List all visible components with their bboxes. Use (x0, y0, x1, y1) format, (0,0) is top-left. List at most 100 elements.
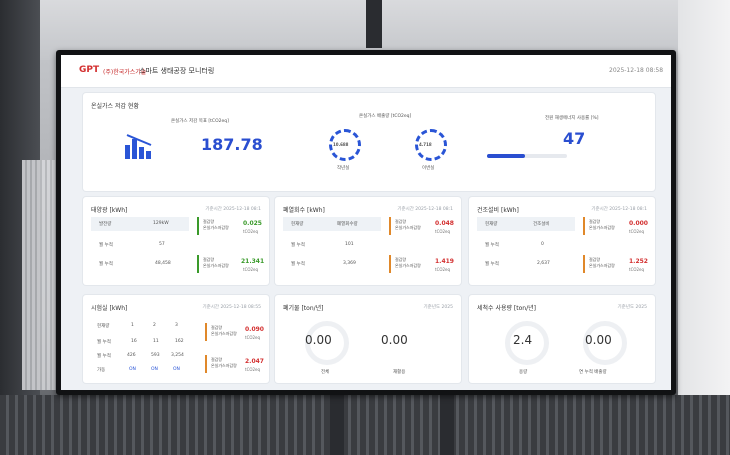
exp-r1-2: 11 (153, 339, 159, 344)
exp-side1-unit: tCO2eq (245, 335, 261, 340)
tv-stand-left (330, 392, 344, 455)
solar-side1-value: 0.025 (243, 220, 262, 227)
water-capacity-ring (505, 321, 549, 365)
solar-divider-2 (197, 255, 199, 273)
facility-side1-unit: tCO2eq (629, 229, 645, 234)
exp-r2-3: 3,254 (171, 353, 184, 358)
solar-panel: 태양광 [kWh] 기준시간 2025-12-18 08:1 발전량 129kW… (83, 197, 269, 285)
tv-stand-right (440, 392, 454, 455)
heat-title: 폐열회수 [kWh] (283, 207, 325, 214)
solar-side1-unit: tCO2eq (243, 229, 259, 234)
page-title: 스마트 생태공장 모니터링 (139, 67, 215, 75)
waste-time: 기준년도 2025 (423, 305, 453, 310)
renew-label: 전원 재생에너지 사용률 [%] (545, 116, 599, 121)
facility-divider-2 (583, 255, 585, 273)
exp-side1-label: 절감량 (211, 325, 223, 330)
exp-col-1: 1 (131, 323, 134, 328)
exp-col-2: 2 (153, 323, 156, 328)
facility-row1-value: 0 (541, 242, 544, 247)
heat-divider-2 (389, 255, 391, 273)
exp-divider-2 (205, 355, 207, 373)
exp-r3-0: 가동 (97, 368, 106, 373)
solar-side2-value: 21.341 (241, 258, 265, 265)
chart-icon (125, 134, 152, 159)
facility-row2-label: 월 누적 (485, 262, 499, 267)
water-title: 세척수 사용량 [ton/년] (477, 305, 536, 312)
exp-col-3: 3 (175, 323, 178, 328)
solar-side1-label: 절감량 (203, 219, 215, 224)
heat-head-value: 폐열회수량 (337, 222, 358, 227)
exp-side2-label: 절감량 (211, 357, 223, 362)
exp-side2-value: 2.047 (245, 358, 264, 365)
heat-divider-1 (389, 217, 391, 235)
exp-r3-3: ON (173, 367, 180, 372)
exp-r1-1: 16 (131, 339, 137, 344)
heat-side2-label: 절감량 (395, 257, 407, 262)
heat-side1-sub: 온실가스저감량 (395, 225, 421, 230)
experiment-panel: 시험실 [kWh] 기준시간 2025-12-18 08:55 현재량 1 2 … (83, 295, 269, 383)
heat-side1-unit: tCO2eq (435, 229, 451, 234)
solar-divider-1 (197, 217, 199, 235)
facility-side2-label: 절감량 (589, 257, 601, 262)
water-discharge-label: 연 누적 배출량 (579, 370, 607, 375)
waste-panel: 폐기물 [ton/년] 기준년도 2025 0.00 전체 0.00 재활용 (275, 295, 461, 383)
solar-side2-sub: 온실가스저감량 (203, 263, 229, 268)
ceiling-mount-pole (366, 0, 382, 48)
heat-row2-value: 3,369 (343, 261, 356, 266)
renew-value: 47 (563, 129, 586, 148)
experiment-title: 시험실 [kWh] (91, 305, 128, 312)
renew-progress-track (487, 154, 567, 158)
solar-time: 기준시간 2025-12-18 08:1 (205, 207, 261, 212)
exp-r2-1: 426 (127, 353, 136, 358)
exp-side1-value: 0.090 (245, 326, 264, 333)
dashboard-header: GPT (주)한국가스기술 스마트 생태공장 모니터링 2025-12-18 0… (61, 55, 671, 88)
experiment-time: 기준시간 2025-12-18 08:55 (202, 305, 261, 310)
solar-side2-unit: tCO2eq (243, 267, 259, 272)
water-capacity-label: 용량 (519, 370, 528, 375)
waste-recycle-label: 재활용 (393, 370, 406, 375)
exp-divider-1 (205, 323, 207, 341)
facility-row1-label: 월 누적 (485, 243, 499, 248)
heat-side2-sub: 온실가스저감량 (395, 263, 421, 268)
renew-progress-fill (487, 154, 525, 158)
last-year-label: 작년실 (337, 166, 350, 171)
facility-table-head (477, 217, 575, 231)
exp-r2-2: 593 (151, 353, 160, 358)
this-year-value: 4.718 (419, 142, 432, 147)
company-name: (주)한국가스기술 (103, 69, 147, 76)
right-wall (678, 0, 730, 455)
last-year-gauge (329, 129, 361, 161)
datetime: 2025-12-18 08:58 (609, 67, 664, 74)
heat-head-label: 현재량 (291, 222, 304, 227)
exp-side1-sub: 온실가스저감량 (211, 331, 237, 336)
exp-r3-2: ON (151, 367, 158, 372)
solar-row2-label: 월 누적 (99, 262, 113, 267)
water-panel: 세척수 사용량 [ton/년] 기준년도 2025 2.4 용량 0.00 연 … (469, 295, 655, 383)
water-capacity-value: 2.4 (513, 333, 533, 347)
heat-side1-value: 0.048 (435, 220, 454, 227)
company-logo: GPT (79, 65, 100, 75)
solar-row1-value: 57 (159, 242, 165, 247)
facility-side2-sub: 온실가스저감량 (589, 263, 615, 268)
heat-side2-value: 1.419 (435, 258, 454, 265)
facility-divider-1 (583, 217, 585, 235)
heat-side1-label: 절감량 (395, 219, 407, 224)
solar-side1-sub: 온실가스저감량 (203, 225, 229, 230)
solar-head-label: 발전량 (99, 222, 112, 227)
ghg-title: 온실가스 저감 현황 (91, 103, 139, 110)
exp-r3-1: ON (129, 367, 136, 372)
solar-side2-label: 절감량 (203, 257, 215, 262)
heat-side2-unit: tCO2eq (435, 267, 451, 272)
waste-recycle-value: 0.00 (381, 333, 408, 347)
heat-time: 기준시간 2025-12-18 08:1 (397, 207, 453, 212)
heat-table-head (283, 217, 381, 231)
this-year-label: 이번실 (422, 166, 435, 171)
facility-row2-value: 2,637 (537, 261, 550, 266)
ghg-panel: 온실가스 저감 현황 온실가스 저감 목표 [tCO2eq] 187.78 온실… (83, 93, 655, 191)
solar-title: 태양광 [kWh] (91, 207, 128, 214)
heat-row1-label: 월 누적 (291, 243, 305, 248)
heat-row2-label: 월 누적 (291, 262, 305, 267)
solar-row1-label: 월 누적 (99, 243, 113, 248)
this-year-gauge (415, 129, 447, 161)
waste-total-ring (305, 321, 349, 365)
